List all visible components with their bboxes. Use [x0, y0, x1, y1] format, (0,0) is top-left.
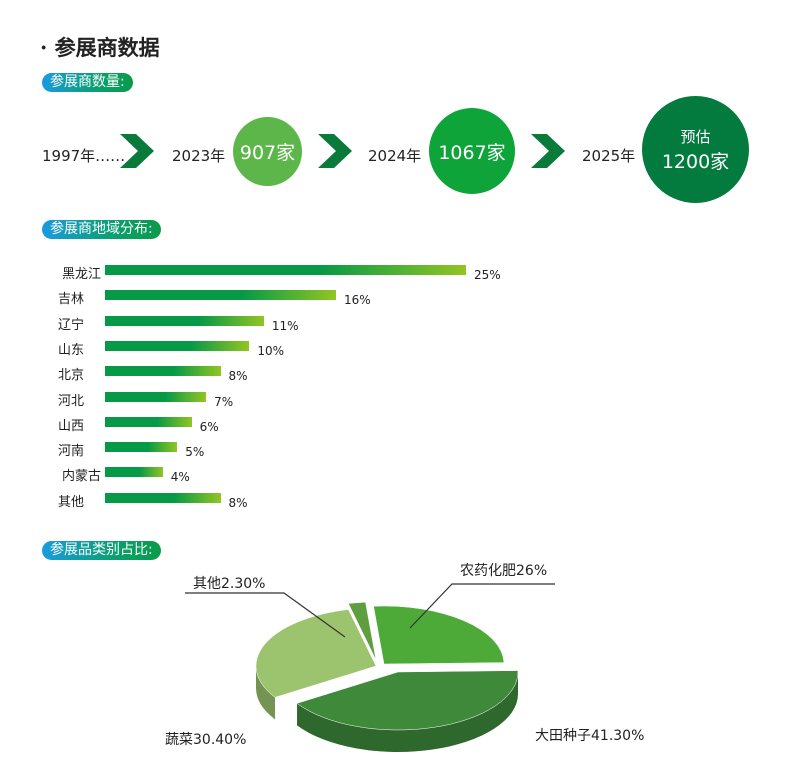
chevron-right-icon — [531, 134, 565, 168]
bar-value-label: 5% — [185, 445, 205, 460]
leader-line — [185, 592, 346, 638]
bar-value-label: 25% — [474, 268, 501, 282]
bar — [105, 416, 192, 427]
chevron-right-icon — [120, 134, 154, 168]
bar — [105, 492, 221, 503]
bar-value-label: 7% — [214, 394, 234, 409]
chevron-right-icon — [318, 134, 352, 168]
section-region-label: 参展商地域分布: — [42, 220, 161, 239]
bar-value-label: 16% — [344, 293, 371, 308]
timeline-year: 2025年 — [582, 147, 636, 165]
exhibitor-count-2024: 1067家 — [429, 108, 515, 194]
exhibitor-count-2023: 907家 — [233, 117, 302, 186]
pie-slice-label: 农药化肥26% — [460, 563, 547, 579]
bar-value-label: 11% — [271, 318, 299, 333]
leader-line — [409, 583, 555, 629]
page-title: · 参展商数据 — [40, 35, 160, 60]
section-category-label: 参展品类别占比: — [42, 541, 161, 560]
pie-slice-label: 蔬菜30.40% — [165, 732, 246, 748]
bar-category-label: 辽宁 — [58, 317, 85, 333]
category-pie-chart: 农药化肥26% 大田种子41.30% 蔬菜30.40% 其他2.30% — [165, 563, 644, 752]
pie-slice — [373, 605, 505, 665]
section-count-label: 参展商数量: — [42, 73, 133, 92]
bar-category-label: 河南 — [58, 444, 85, 460]
bar — [105, 442, 178, 453]
bar — [105, 315, 264, 326]
bar-category-label: 黑龙江 — [62, 267, 102, 282]
timeline-year: 2024年 — [368, 147, 422, 165]
pie-slice — [296, 670, 519, 731]
bar — [105, 340, 250, 351]
bar-value-label: 4% — [170, 470, 190, 485]
bar-value-label: 10% — [257, 343, 285, 358]
bar — [105, 290, 337, 301]
exhibitor-count-2025: 预估 1200家 — [642, 96, 749, 203]
bar-value-label: 8% — [228, 495, 248, 510]
timeline-year: 2023年 — [172, 147, 226, 165]
pie-slice-side — [256, 666, 276, 720]
pie-slice-side — [297, 672, 518, 752]
bar — [105, 265, 466, 275]
bar-category-label: 河北 — [58, 393, 85, 409]
bar — [105, 366, 221, 377]
pie-slice — [255, 609, 377, 698]
bar-category-label: 内蒙古 — [62, 469, 102, 485]
bar-category-label: 北京 — [58, 368, 85, 384]
bar — [105, 467, 163, 478]
bar-category-label: 山东 — [58, 342, 85, 358]
pie-slice-label: 大田种子41.30% — [535, 728, 644, 744]
pie-slice-label: 其他2.30% — [193, 576, 265, 592]
timeline-year: 1997年…… — [42, 147, 126, 165]
bar-value-label: 6% — [199, 419, 219, 434]
bar-category-label: 其他 — [58, 494, 85, 510]
bar — [105, 391, 207, 402]
bar-value-label: 8% — [228, 369, 248, 384]
pie-slice — [348, 601, 377, 661]
bar-category-label: 吉林 — [58, 292, 85, 308]
bar-category-label: 山西 — [58, 418, 85, 434]
